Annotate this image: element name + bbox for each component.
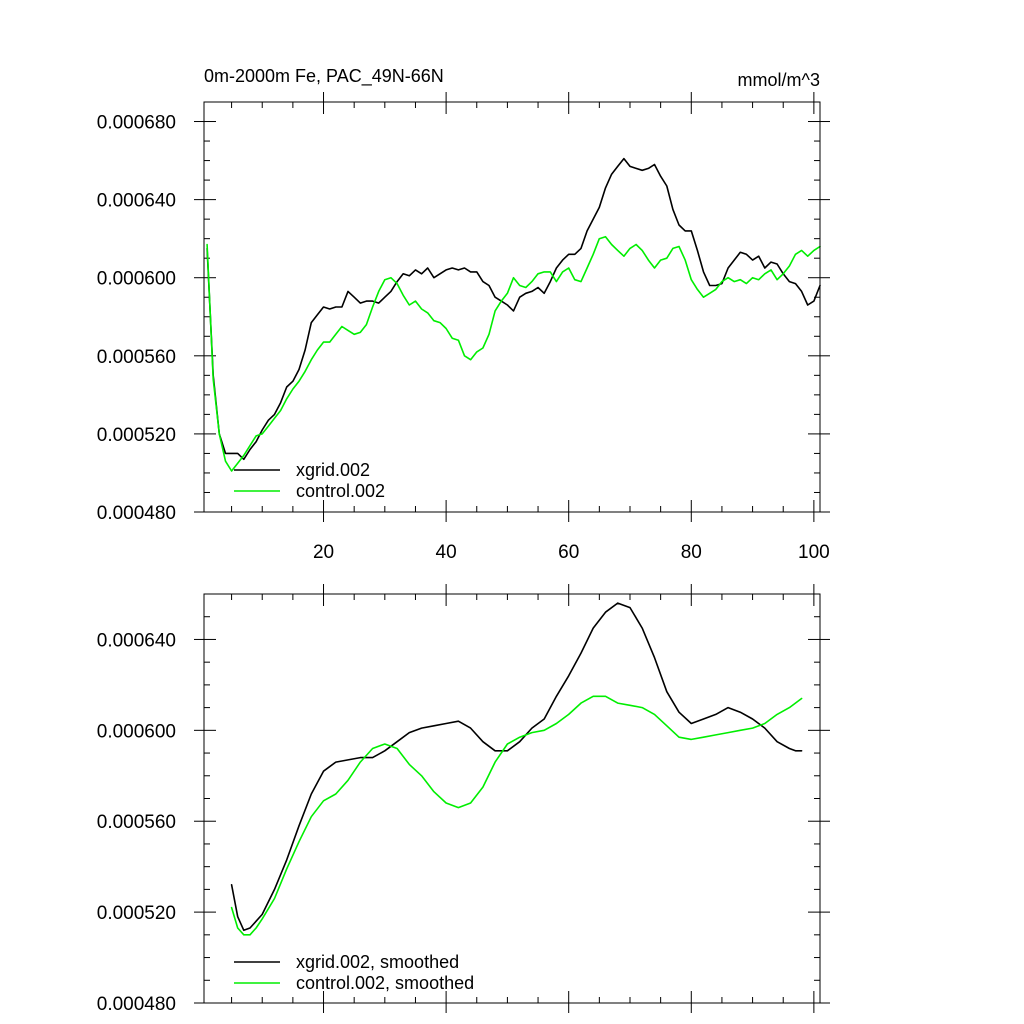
y-tick-label: 0.000480 bbox=[97, 503, 176, 524]
top-axis-labels: 20 40 60 80 100 0.000480 0.000520 0.000560 0.000… bbox=[97, 113, 830, 563]
x-tick-label: 20 bbox=[313, 542, 334, 563]
y-tick-label: 0.000560 bbox=[97, 812, 176, 833]
x-tick-label: 60 bbox=[558, 542, 579, 563]
bottom-plot-lines bbox=[230, 602, 803, 936]
series-line-xgrid-002-smoothed bbox=[230, 602, 803, 932]
y-tick-label: 0.000640 bbox=[97, 191, 176, 212]
units-label: mmol/m^3 bbox=[738, 70, 820, 90]
chart-title: 0m-2000m Fe, PAC_49N-66N bbox=[204, 66, 444, 87]
y-tick-label: 0.000640 bbox=[97, 630, 176, 651]
top-plot-frame bbox=[203, 101, 821, 513]
x-tick-label: 80 bbox=[681, 542, 702, 563]
bottom-panel: 0.000480 0.000520 0.000560 0.000600 0.000640… bbox=[97, 584, 830, 1015]
y-tick-label: 0.000520 bbox=[97, 425, 176, 446]
legend-label: control.002 bbox=[296, 481, 385, 501]
bottom-plot-frame bbox=[203, 593, 821, 1004]
top-plot-lines bbox=[206, 157, 821, 472]
y-tick-label: 0.000480 bbox=[97, 994, 176, 1015]
legend-label: xgrid.002, smoothed bbox=[296, 952, 459, 972]
series-line-control-002 bbox=[206, 235, 821, 472]
top-axis-ticks bbox=[194, 92, 830, 522]
bottom-axis-labels: 0.000480 0.000520 0.000560 0.000600 0.000640 bbox=[97, 630, 176, 1015]
x-tick-label: 100 bbox=[798, 542, 830, 563]
y-tick-label: 0.000520 bbox=[97, 903, 176, 924]
bottom-axis-ticks bbox=[194, 584, 830, 1013]
y-tick-label: 0.000680 bbox=[97, 113, 176, 134]
y-tick-label: 0.000600 bbox=[97, 721, 176, 742]
y-tick-label: 0.000560 bbox=[97, 347, 176, 368]
legend-label: xgrid.002 bbox=[296, 460, 370, 480]
series-line-control-002-smoothed bbox=[230, 695, 803, 936]
legend-label: control.002, smoothed bbox=[296, 973, 474, 993]
y-tick-label: 0.000600 bbox=[97, 269, 176, 290]
top-panel: 0m-2000m Fe, PAC_49N-66N mmol/m^3 20 40 60… bbox=[97, 66, 830, 563]
series-line-xgrid-002 bbox=[206, 157, 821, 461]
x-tick-label: 40 bbox=[436, 542, 457, 563]
